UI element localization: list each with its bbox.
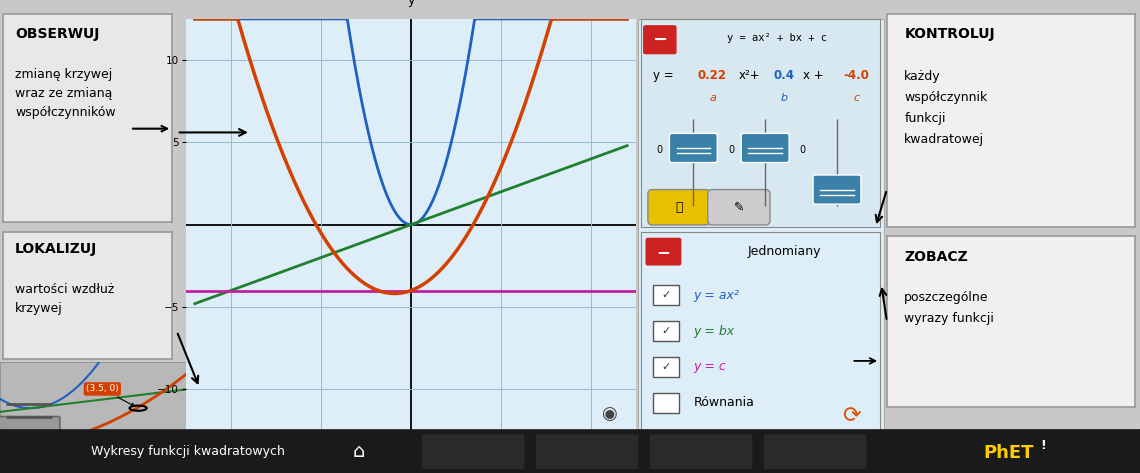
Text: 📷: 📷 <box>675 201 683 214</box>
Text: ✓: ✓ <box>661 290 670 300</box>
FancyBboxPatch shape <box>645 238 682 265</box>
FancyBboxPatch shape <box>813 175 861 204</box>
Text: a: a <box>709 93 716 103</box>
Text: ✓: ✓ <box>661 326 670 336</box>
Text: y = bx: y = bx <box>693 324 734 338</box>
Text: 0: 0 <box>657 145 662 155</box>
Text: wartości wzdłuż
krzywej: wartości wzdłuż krzywej <box>15 283 115 315</box>
FancyBboxPatch shape <box>648 190 710 225</box>
Text: 0.22: 0.22 <box>698 69 727 82</box>
Bar <box>653 321 679 341</box>
FancyBboxPatch shape <box>536 434 638 469</box>
Text: Wykresy funkcji kwadratowych: Wykresy funkcji kwadratowych <box>91 445 285 458</box>
Text: c: c <box>853 93 860 103</box>
X-axis label: x: x <box>651 225 658 237</box>
Text: zmianę krzywej
wraz ze zmianą
współczynników: zmianę krzywej wraz ze zmianą współczynn… <box>15 68 116 119</box>
Bar <box>653 393 679 412</box>
FancyBboxPatch shape <box>422 434 524 469</box>
Text: 0.4: 0.4 <box>774 69 795 82</box>
FancyBboxPatch shape <box>669 133 717 163</box>
Text: każdy
współczynnik
funkcji
kwadratowej: każdy współczynnik funkcji kwadratowej <box>904 70 987 146</box>
Bar <box>653 285 679 305</box>
Text: ⟳: ⟳ <box>842 406 861 427</box>
Text: y = c: y = c <box>693 360 726 373</box>
FancyBboxPatch shape <box>764 434 866 469</box>
Text: LOKALIZUJ: LOKALIZUJ <box>15 242 98 256</box>
Text: (3.5, 0): (3.5, 0) <box>86 385 135 406</box>
Bar <box>653 357 679 377</box>
Text: ◉: ◉ <box>601 405 617 423</box>
Text: KONTROLUJ: KONTROLUJ <box>904 27 995 41</box>
Text: ZOBACZ: ZOBACZ <box>904 250 968 264</box>
Text: y = ax²: y = ax² <box>693 289 739 302</box>
Text: y = ax² + bx + c: y = ax² + bx + c <box>727 33 828 43</box>
FancyBboxPatch shape <box>643 25 677 54</box>
Text: Jednomiany: Jednomiany <box>748 245 821 258</box>
Text: b: b <box>781 93 788 103</box>
Text: PhET: PhET <box>984 444 1034 462</box>
Text: Równania: Równania <box>693 396 755 409</box>
Text: !: ! <box>1040 439 1047 452</box>
Text: ✓: ✓ <box>661 362 670 372</box>
FancyBboxPatch shape <box>708 190 770 225</box>
Text: −: − <box>652 31 667 49</box>
Text: 0: 0 <box>800 145 806 155</box>
Y-axis label: y: y <box>407 0 415 7</box>
Text: y =: y = <box>653 69 674 82</box>
Text: x +: x + <box>804 69 824 82</box>
FancyBboxPatch shape <box>741 133 789 163</box>
Text: -4.0: -4.0 <box>844 69 869 82</box>
Text: OBSERWUJ: OBSERWUJ <box>15 26 99 41</box>
Text: 5: 5 <box>169 460 176 470</box>
Text: 0: 0 <box>728 145 734 155</box>
Text: −: − <box>657 243 670 261</box>
FancyBboxPatch shape <box>650 434 752 469</box>
Text: ⌂: ⌂ <box>353 442 365 461</box>
Text: poszczególne
wyrazy funkcji: poszczególne wyrazy funkcji <box>904 291 994 325</box>
FancyBboxPatch shape <box>0 417 60 451</box>
Text: x²+: x²+ <box>739 69 760 82</box>
Text: ✎: ✎ <box>733 201 744 214</box>
